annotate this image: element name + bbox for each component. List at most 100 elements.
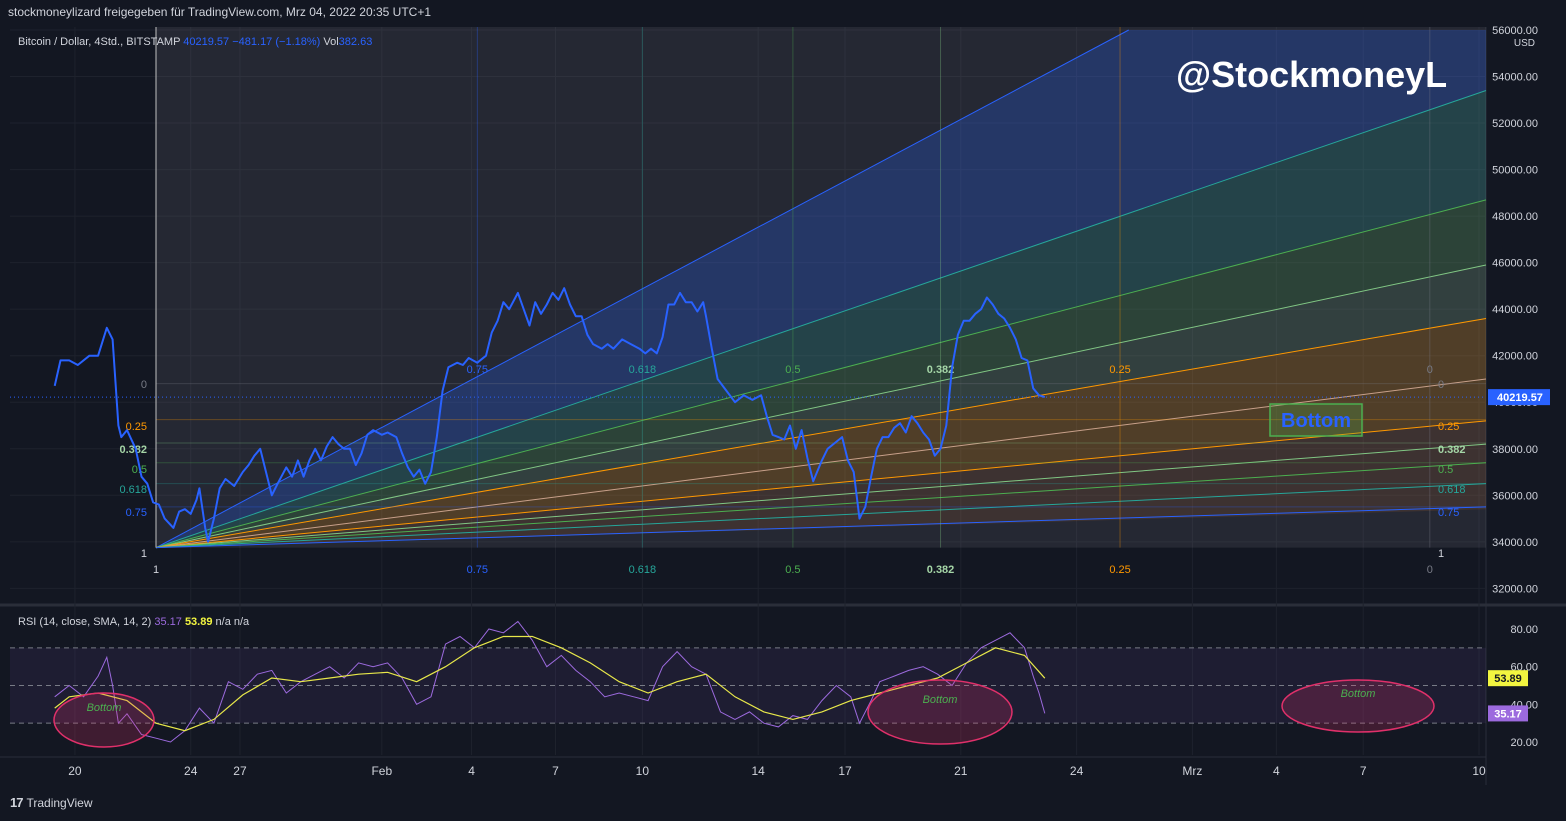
fib-level-label: 0.618 xyxy=(1438,484,1466,496)
price-tick-label: 50000.00 xyxy=(1492,165,1538,177)
fib-level-label: 0.618 xyxy=(629,364,657,376)
fib-level-label: 0.75 xyxy=(467,364,488,376)
rsi-sma-value: 53.89 xyxy=(184,616,213,628)
price-tick-label: 44000.00 xyxy=(1492,304,1538,316)
time-tick-label: Mrz xyxy=(1182,764,1202,778)
time-tick-label: 21 xyxy=(954,764,968,778)
rsi-extra: n/a n/a xyxy=(215,616,250,628)
fib-fan-ray xyxy=(155,443,1487,549)
time-tick-label: Feb xyxy=(371,764,392,778)
fib-level-label: 0.75 xyxy=(1438,507,1459,519)
price-line[interactable] xyxy=(53,287,1046,543)
last-price-label: 40219.57 xyxy=(1497,392,1543,404)
symbol-name: Bitcoin / Dollar, 4Std., BITSTAMP xyxy=(18,36,181,48)
author-watermark: @StockmoneyL xyxy=(1176,54,1448,95)
rsi-legend[interactable]: RSI (14, close, SMA, 14, 2) 35.17 53.89 … xyxy=(18,616,249,628)
volume-value: 382.63 xyxy=(338,36,373,48)
price-tick-label: 46000.00 xyxy=(1492,258,1538,270)
fib-fan-ray xyxy=(155,420,1487,549)
fib-level-label: 0.75 xyxy=(126,507,147,519)
price-tick-label: 54000.00 xyxy=(1492,72,1538,84)
symbol-change: −481.17 (−1.18%) xyxy=(232,36,321,48)
time-tick-label: 10 xyxy=(636,764,650,778)
fib-fan-band xyxy=(156,30,1486,548)
fib-level-label: 0.5 xyxy=(785,564,800,576)
fib-level-label: 0.382 xyxy=(927,364,955,376)
last-price-badge xyxy=(1488,389,1550,406)
share-info: stockmoneylizard freigegeben für Trading… xyxy=(8,5,431,19)
fib-fan-ray xyxy=(155,483,1487,549)
fib-level-label: 0.618 xyxy=(119,484,147,496)
rsi-value-badge xyxy=(1488,705,1528,722)
fib-fan-ray xyxy=(155,199,1487,549)
time-tick-label: 14 xyxy=(751,764,765,778)
rsi-sma-badge xyxy=(1488,670,1528,687)
fib-fan-ray xyxy=(155,317,1487,549)
price-tick-label: 36000.00 xyxy=(1492,490,1538,502)
time-tick-label: 17 xyxy=(838,764,852,778)
fib-level-label: 0.25 xyxy=(1109,364,1130,376)
time-tick-label: 7 xyxy=(1360,764,1367,778)
fib-level-label: 0.5 xyxy=(785,364,800,376)
bottom-annotation-box[interactable] xyxy=(1269,403,1363,437)
rsi-sma-badge-label: 53.89 xyxy=(1494,673,1522,685)
time-tick-label: 4 xyxy=(468,764,475,778)
time-tick-label: 24 xyxy=(184,764,198,778)
rsi-line[interactable] xyxy=(54,620,1046,743)
time-tick-label: 20 xyxy=(68,764,82,778)
price-tick-label: 32000.00 xyxy=(1492,583,1538,595)
rsi-tick-label: 80.00 xyxy=(1510,624,1538,636)
fib-level-label: 1 xyxy=(141,548,147,560)
price-tick-label: 52000.00 xyxy=(1492,118,1538,130)
price-tick-label: 48000.00 xyxy=(1492,211,1538,223)
fib-fan-ray xyxy=(155,264,1487,549)
fib-level-label: 0 xyxy=(1427,564,1433,576)
fib-level-label: 0.25 xyxy=(1109,564,1130,576)
fib-fan-ray xyxy=(155,90,1487,549)
fib-level-label: 0.382 xyxy=(1438,444,1466,456)
rsi-bottom-label: Bottom xyxy=(923,694,958,706)
price-tick-label: 38000.00 xyxy=(1492,444,1538,456)
fib-level-label: 0.5 xyxy=(1438,464,1453,476)
rsi-bottom-ellipse[interactable] xyxy=(53,692,155,748)
bottom-annotation-text: Bottom xyxy=(1281,410,1351,432)
rsi-value: 35.17 xyxy=(154,616,182,628)
footer-brand[interactable]: 17 TradingView xyxy=(10,795,93,810)
volume-label: Vol xyxy=(323,36,339,48)
rsi-tick-label: 20.00 xyxy=(1510,737,1538,749)
fib-level-label: 0.25 xyxy=(1438,421,1459,433)
price-tick-label: 56000.00 xyxy=(1492,25,1538,37)
fib-fan-ray xyxy=(155,506,1487,549)
fib-level-label: 0.382 xyxy=(927,564,955,576)
price-tick-label: 34000.00 xyxy=(1492,537,1538,549)
fib-level-label: 1 xyxy=(1438,548,1444,560)
fib-level-label: 0.75 xyxy=(467,564,488,576)
fib-level-label: 0 xyxy=(1427,364,1433,376)
fib-level-label: 0.382 xyxy=(119,444,147,456)
rsi-bottom-ellipse[interactable] xyxy=(1281,679,1435,733)
rsi-bottom-label: Bottom xyxy=(87,702,122,714)
symbol-legend[interactable]: Bitcoin / Dollar, 4Std., BITSTAMP 40219.… xyxy=(18,36,372,48)
time-tick-label: 4 xyxy=(1273,764,1280,778)
fib-level-label: 0.618 xyxy=(629,564,657,576)
time-tick-label: 7 xyxy=(552,764,559,778)
time-tick-label: 27 xyxy=(233,764,247,778)
price-tick-label: 42000.00 xyxy=(1492,351,1538,363)
rsi-bottom-label: Bottom xyxy=(1341,688,1376,700)
symbol-price: 40219.57 xyxy=(183,36,230,48)
rsi-value-badge-label: 35.17 xyxy=(1494,708,1522,720)
tradingview-logo-icon: 17 xyxy=(10,795,24,810)
time-tick-label: 24 xyxy=(1070,764,1084,778)
footer-brand-text: TradingView xyxy=(26,795,93,810)
fib-level-label: 0.25 xyxy=(126,421,147,433)
rsi-label: RSI (14, close, SMA, 14, 2) xyxy=(18,616,152,628)
fib-fan-ray xyxy=(155,462,1487,549)
fib-fan-ray xyxy=(155,29,1129,549)
rsi-pane[interactable] xyxy=(10,608,1486,755)
fib-level-label: 0 xyxy=(1438,379,1444,391)
currency-label: USD xyxy=(1514,38,1535,49)
time-tick-label: 10 xyxy=(1472,764,1486,778)
rsi-bottom-ellipse[interactable] xyxy=(867,679,1013,745)
fib-level-label: 0 xyxy=(141,379,147,391)
